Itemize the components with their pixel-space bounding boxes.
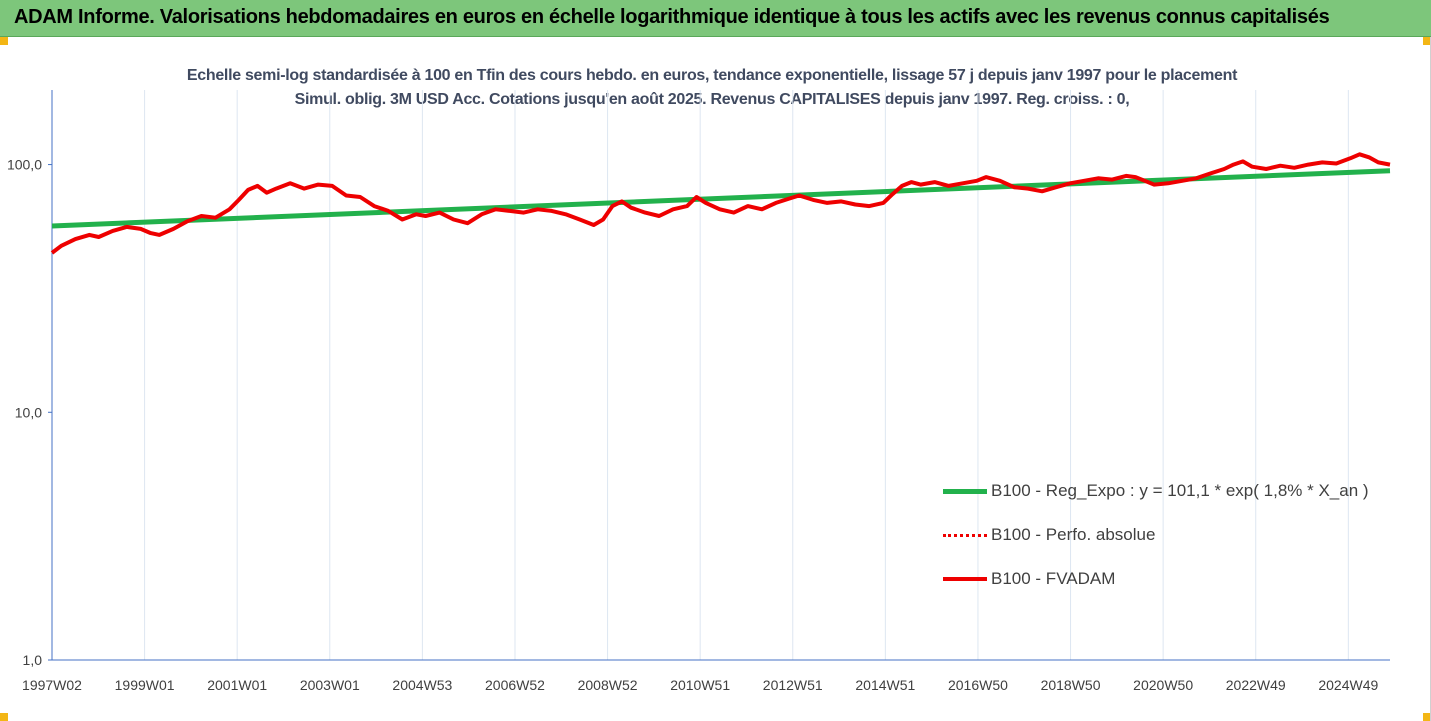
x-tick-label: 2010W51 [670, 677, 730, 693]
y-tick-label: 1,0 [23, 652, 43, 668]
legend-swatch-perf [943, 534, 987, 537]
chart-title: Echelle semi-log standardisée à 100 en T… [186, 67, 1238, 108]
x-tick-label: 2016W50 [948, 677, 1008, 693]
x-tick-label: 2012W51 [763, 677, 823, 693]
x-tick-label: 2003W01 [300, 677, 360, 693]
series-line-solid-green [51, 168, 1391, 229]
corner-marker-left [0, 37, 8, 45]
series-line-solid-red [50, 152, 1391, 255]
legend-item-perf: B100 - Perfo. absolue [943, 524, 1373, 548]
x-tick-label: 2008W52 [578, 677, 638, 693]
corner-marker-right [1423, 37, 1431, 45]
x-tick-label: 1997W02 [22, 677, 82, 693]
legend-item-trend: B100 - Reg_Expo : y = 101,1 * exp( 1,8% … [943, 480, 1373, 504]
x-tick-label: 2006W52 [485, 677, 545, 693]
x-tick-label: 2020W50 [1133, 677, 1193, 693]
corner-marker-bottom-left [0, 713, 8, 721]
report-banner: ADAM Informe. Valorisations hebdomadaire… [0, 0, 1431, 37]
corner-marker-bottom-right [1423, 713, 1431, 721]
legend-label-perf: B100 - Perfo. absolue [991, 525, 1156, 544]
report-title: ADAM Informe. Valorisations hebdomadaire… [14, 6, 1330, 28]
legend-item-fvadam: B100 - FVADAM [943, 568, 1373, 592]
y-tick-label: 10,0 [15, 404, 42, 420]
x-tick-label: 2022W49 [1226, 677, 1286, 693]
legend-label-trend: B100 - Reg_Expo : y = 101,1 * exp( 1,8% … [991, 481, 1369, 500]
x-tick-label: 2001W01 [207, 677, 267, 693]
y-tick-label: 100,0 [7, 157, 42, 173]
x-tick-label: 2014W51 [855, 677, 915, 693]
series-layer [50, 152, 1391, 255]
x-tick-label: 1999W01 [115, 677, 175, 693]
x-tick-label: 2004W53 [392, 677, 452, 693]
x-tick-label: 2024W49 [1318, 677, 1378, 693]
label-layer: 1997W02 1999W01 2001W01 2003W01 2004W53 2006W… [7, 157, 1379, 693]
legend-swatch-fvadam [943, 577, 987, 581]
legend-swatch-trend [943, 489, 987, 494]
axis-layer [48, 90, 1390, 661]
legend-label-fvadam: B100 - FVADAM [991, 569, 1116, 588]
x-tick-label: 2018W50 [1041, 677, 1101, 693]
